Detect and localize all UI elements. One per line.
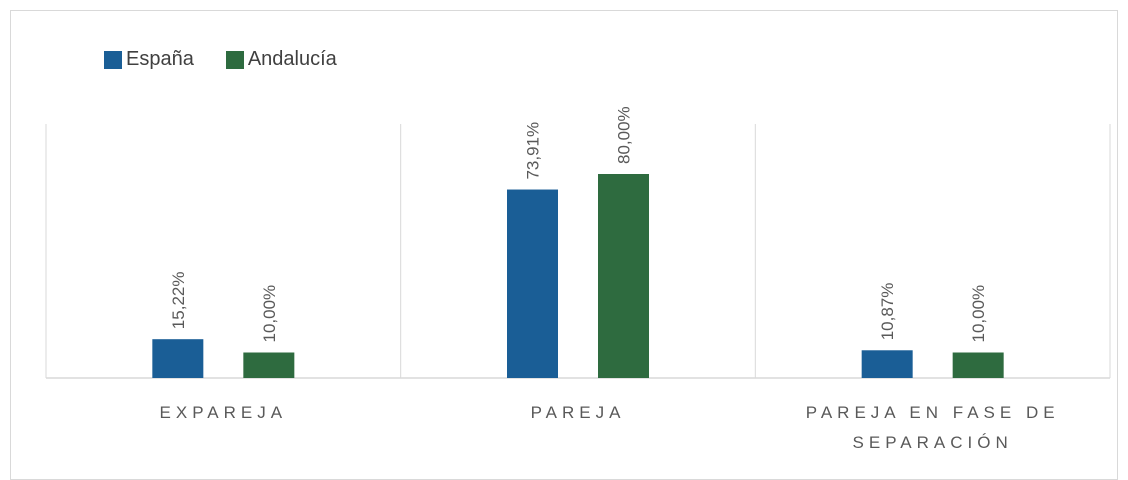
bar-espana bbox=[507, 189, 558, 378]
legend-item-espana: España bbox=[104, 48, 194, 71]
bar-andalucia bbox=[598, 174, 649, 378]
legend-label-andalucia: Andalucía bbox=[247, 48, 337, 70]
category-label: PAREJA bbox=[531, 403, 626, 422]
chart-frame bbox=[10, 10, 1118, 480]
legend-label-espana: España bbox=[126, 48, 194, 70]
data-label: 80,00% bbox=[615, 106, 634, 164]
legend-swatch-andalucia bbox=[225, 50, 244, 69]
category-label: EXPAREJA bbox=[160, 403, 288, 422]
data-label: 15,22% bbox=[169, 272, 188, 330]
data-label: 10,00% bbox=[260, 285, 279, 343]
bar-andalucia bbox=[952, 352, 1004, 378]
data-label: 10,87% bbox=[878, 283, 897, 341]
bar-espana bbox=[861, 350, 913, 378]
bar-espana bbox=[152, 339, 204, 378]
data-label: 73,91% bbox=[524, 122, 543, 180]
category-label: PAREJA EN FASE DE bbox=[806, 403, 1060, 422]
category-label: SEPARACIÓN bbox=[853, 433, 1013, 452]
legend-item-andalucia: Andalucía bbox=[225, 48, 337, 71]
bar-chart: 15,22% 10,00% EXPAREJA 73,91% 80,00% PAREJA 10… bbox=[45, 106, 1111, 452]
legend-swatch-espana bbox=[104, 50, 122, 69]
bar-andalucia bbox=[243, 352, 295, 378]
data-label: 10,00% bbox=[969, 285, 988, 343]
legend: España Andalucía bbox=[104, 48, 369, 71]
